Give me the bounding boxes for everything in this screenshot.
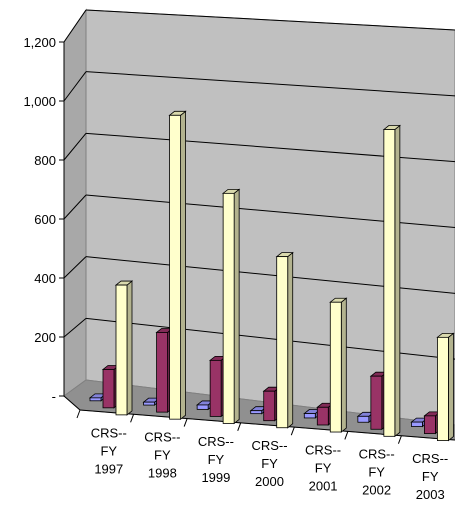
gridline-back <box>85 71 455 97</box>
bar <box>436 332 455 442</box>
y-tick-label: 1,200 <box>23 35 56 50</box>
y-tick-label: - <box>52 389 56 404</box>
floor-edge <box>63 395 81 411</box>
bar-front <box>329 301 342 433</box>
y-tick-label: 800 <box>34 153 56 168</box>
x-category-line: 2001 <box>309 478 338 493</box>
x-category-line: 1998 <box>148 466 177 481</box>
x-tick-mark <box>397 435 402 444</box>
x-tick-mark <box>237 422 242 432</box>
bar <box>196 400 215 411</box>
bar <box>382 124 401 438</box>
x-category-label: CRS-- FY 2002 <box>359 447 395 498</box>
gridline-back <box>85 9 455 31</box>
bar <box>275 251 294 429</box>
y-tick-label: 400 <box>34 271 56 286</box>
gridline-side <box>63 133 87 161</box>
bar-front <box>89 397 102 402</box>
side-wall <box>63 8 87 397</box>
bar-front <box>437 336 449 441</box>
bar-side <box>287 251 294 429</box>
y-axis-ticks: - 200 400 600 800 1,000 1,200 <box>23 35 64 404</box>
bar-front <box>143 401 155 406</box>
x-category-line: 2003 <box>416 487 445 502</box>
bar-front <box>370 375 383 430</box>
x-category-label: CRS-- FY 1998 <box>144 430 180 481</box>
y-tick-label: 600 <box>34 212 56 227</box>
y-tick-label: 1,000 <box>23 94 56 109</box>
bar <box>222 188 241 425</box>
x-category-line: 1999 <box>201 470 230 485</box>
x-category-line: FY <box>422 469 439 484</box>
gridline-side <box>63 71 87 102</box>
x-category-line: FY <box>154 448 171 463</box>
bar-front <box>411 421 423 427</box>
bar <box>329 297 348 433</box>
bar-front <box>196 404 209 410</box>
x-category-line: CRS-- <box>91 425 127 440</box>
x-category-line: CRS-- <box>305 442 341 457</box>
bar-front <box>102 369 115 409</box>
x-category-line: FY <box>100 443 117 458</box>
bar-side <box>340 297 347 433</box>
bar-front <box>263 390 276 422</box>
bar-side <box>448 332 454 442</box>
bar-side <box>126 280 133 416</box>
bar <box>114 280 134 416</box>
x-axis-categories: CRS-- FY 1997 CRS-- FY 1998 CRS-- FY 1999 CRS-- FY… <box>76 409 448 502</box>
x-category-label: CRS-- FY 1997 <box>91 425 127 476</box>
gridline-side <box>63 9 87 43</box>
bar <box>168 110 187 420</box>
x-category-label: CRS-- FY 1999 <box>198 434 234 485</box>
bar-side <box>180 110 186 420</box>
x-tick-mark <box>344 431 349 440</box>
x-category-line: CRS-- <box>412 451 448 466</box>
x-category-line: 2000 <box>255 474 284 489</box>
bar-front <box>383 129 396 437</box>
bar-front <box>209 359 222 417</box>
x-tick-mark <box>183 418 188 427</box>
x-category-line: 2002 <box>362 483 391 498</box>
bar-side <box>233 188 240 425</box>
bar-front <box>303 413 316 419</box>
x-tick-mark <box>76 409 81 419</box>
x-category-line: CRS-- <box>251 438 287 453</box>
x-category-label: CRS-- FY 2003 <box>412 451 448 502</box>
bar-front <box>169 114 181 420</box>
x-category-line: CRS-- <box>198 434 234 449</box>
bar-front <box>276 256 289 429</box>
bar-front <box>115 284 128 416</box>
bar-front <box>156 332 168 413</box>
bar-front <box>222 192 235 424</box>
x-category-label: CRS-- FY 2001 <box>305 442 341 493</box>
gridline-side <box>63 256 87 279</box>
bar-front <box>357 415 370 423</box>
x-category-line: FY <box>208 452 225 467</box>
x-category-line: CRS-- <box>359 447 395 462</box>
gridline-side <box>63 194 87 220</box>
bars <box>88 110 455 442</box>
x-category-line: FY <box>368 465 385 480</box>
bar-side <box>394 124 401 438</box>
x-category-line: 1997 <box>94 461 123 476</box>
x-category-label: CRS-- FY 2000 <box>251 438 287 489</box>
bar-front <box>316 406 329 426</box>
x-tick-mark <box>290 426 295 436</box>
bar-front <box>250 410 263 415</box>
x-category-line: FY <box>261 456 278 471</box>
x-category-line: FY <box>315 460 332 475</box>
y-tick-label: 200 <box>34 330 56 345</box>
x-category-line: CRS-- <box>144 430 180 445</box>
x-tick-mark <box>130 414 135 423</box>
gridline-side <box>63 317 87 338</box>
bar-front <box>424 415 436 434</box>
